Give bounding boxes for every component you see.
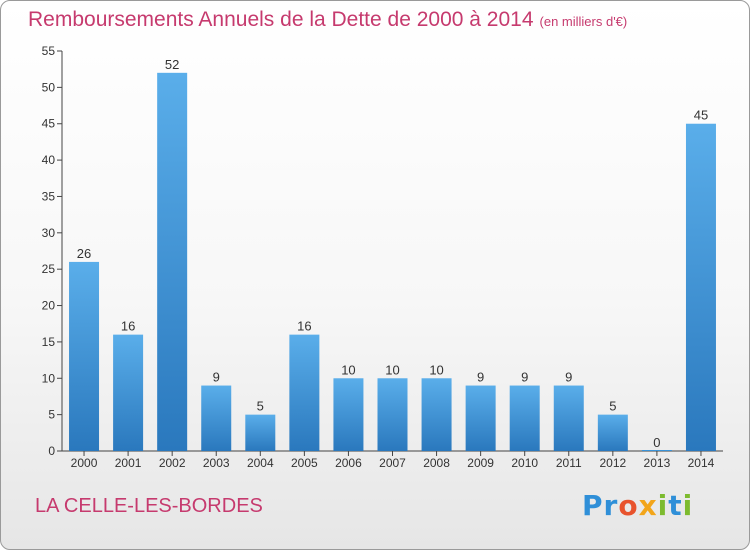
data-label: 9: [565, 370, 572, 385]
y-tick-label: 15: [42, 335, 56, 349]
bar: [597, 414, 628, 451]
x-tick-label: 2013: [644, 456, 671, 470]
y-tick-label: 0: [48, 444, 55, 458]
logo-letter: t: [668, 489, 683, 522]
logo-letter: i: [657, 489, 669, 522]
bar: [685, 123, 716, 452]
y-tick-label: 10: [42, 371, 56, 385]
bar: [69, 261, 100, 451]
data-label: 5: [257, 399, 264, 414]
data-label: 10: [341, 362, 355, 377]
x-tick-label: 2005: [291, 456, 318, 470]
x-tick-label: 2001: [115, 456, 142, 470]
x-tick-label: 2007: [379, 456, 406, 470]
bar: [157, 72, 188, 452]
x-tick-label: 2006: [335, 456, 362, 470]
y-tick-label: 20: [42, 299, 56, 313]
data-label: 0: [653, 435, 660, 450]
x-tick-label: 2014: [688, 456, 715, 470]
logo-letter: P: [582, 489, 604, 522]
y-tick-label: 30: [42, 226, 56, 240]
x-tick-label: 2008: [423, 456, 450, 470]
y-tick-label: 50: [42, 80, 56, 94]
logo-letter: x: [638, 489, 658, 522]
data-label: 52: [165, 57, 179, 72]
y-tick-label: 5: [48, 408, 55, 422]
bar: [289, 334, 320, 451]
data-label: 9: [213, 370, 220, 385]
y-tick-label: 55: [42, 44, 56, 58]
bar: [377, 378, 408, 451]
data-label: 45: [694, 108, 708, 123]
x-tick-label: 2011: [556, 456, 582, 470]
x-tick-label: 2000: [71, 456, 98, 470]
x-tick-label: 2004: [247, 456, 274, 470]
y-tick-label: 45: [42, 117, 56, 131]
data-label: 9: [521, 370, 528, 385]
chart-title: Remboursements Annuels de la Dette de 20…: [28, 8, 627, 32]
x-tick-label: 2012: [599, 456, 626, 470]
bar: [553, 385, 584, 451]
chart-subtitle: (en milliers d'€): [539, 14, 628, 29]
bar: [421, 378, 452, 451]
data-label: 26: [77, 246, 91, 261]
logo-letter: r: [603, 489, 619, 522]
x-tick-label: 2009: [467, 456, 494, 470]
data-labels: 26 16 52 9 5 16 10 10 10 9 9 9 5 0 45: [77, 57, 708, 450]
data-label: 9: [477, 370, 484, 385]
x-tick-label: 2002: [159, 456, 186, 470]
y-tick-label: 35: [42, 189, 56, 203]
bar: [509, 385, 540, 451]
bar: [333, 378, 364, 451]
x-tick-label: 2003: [203, 456, 230, 470]
bars: [69, 72, 716, 452]
bar: [465, 385, 496, 451]
data-label: 16: [121, 319, 135, 334]
bar: [113, 334, 144, 451]
data-label: 10: [429, 362, 443, 377]
chart-title-text: Remboursements Annuels de la Dette de 20…: [28, 8, 534, 31]
bar: [245, 414, 276, 451]
y-tick-label: 25: [42, 262, 56, 276]
bar: [201, 385, 232, 451]
logo-letter: i: [682, 489, 694, 522]
y-tick-label: 40: [42, 153, 56, 167]
commune-name: LA CELLE-LES-BORDES: [35, 495, 263, 517]
data-label: 16: [297, 319, 311, 334]
x-tick-label: 2010: [511, 456, 538, 470]
data-label: 5: [609, 399, 616, 414]
logo-letter: o: [618, 489, 639, 522]
proxiti-logo: Proxiti: [582, 489, 693, 522]
data-label: 10: [385, 362, 399, 377]
